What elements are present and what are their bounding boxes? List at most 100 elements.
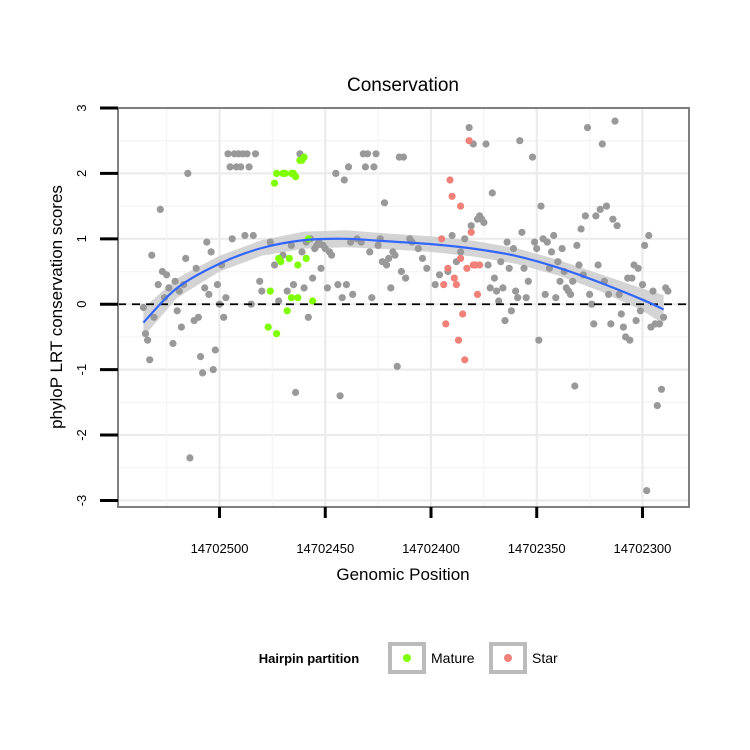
data-point-other <box>304 313 312 321</box>
data-point-other <box>414 245 422 253</box>
data-point-other <box>148 251 156 259</box>
data-point-other <box>638 281 647 289</box>
data-point-other <box>554 258 562 266</box>
x-tick-label: 14702350 <box>508 541 566 556</box>
data-point-star <box>463 264 471 272</box>
data-point-other <box>664 287 672 295</box>
points-layer <box>139 117 672 495</box>
data-point-other <box>607 320 615 328</box>
x-axis-label: Genomic Position <box>336 565 469 584</box>
data-point-other <box>634 264 642 272</box>
data-point-star <box>438 235 446 243</box>
data-point-other <box>457 248 465 256</box>
smooth-band-layer <box>143 230 664 337</box>
data-point-other <box>465 124 473 132</box>
data-point-other <box>173 307 181 315</box>
data-point-other <box>336 392 344 400</box>
data-point-other <box>199 369 207 377</box>
x-tick-label: 14702300 <box>614 541 672 556</box>
data-point-other <box>609 215 617 223</box>
data-point-other <box>569 277 577 285</box>
legend-title: Hairpin partition <box>259 651 359 666</box>
data-point-other <box>575 261 583 269</box>
data-point-other <box>328 251 336 259</box>
data-point-other <box>300 284 308 292</box>
data-point-mature <box>264 323 272 331</box>
data-point-other <box>144 336 152 344</box>
data-point-other <box>171 277 179 285</box>
data-point-other <box>374 241 382 249</box>
data-point-other <box>583 124 592 132</box>
data-point-other <box>435 271 444 279</box>
data-point-other <box>222 294 230 302</box>
data-point-other <box>266 238 274 246</box>
data-point-star <box>440 281 448 289</box>
data-point-other <box>514 294 522 302</box>
data-point-other <box>611 117 619 125</box>
data-point-other <box>480 218 488 227</box>
y-tick-label: 0 <box>74 301 89 308</box>
data-point-other <box>139 303 147 312</box>
data-point-other <box>461 235 469 243</box>
data-point-other <box>547 248 556 256</box>
data-point-other <box>628 274 636 282</box>
data-point-mature <box>273 330 281 338</box>
x-tick-label: 14702450 <box>296 541 354 556</box>
data-point-other <box>643 487 651 495</box>
data-point-other <box>653 402 661 410</box>
data-point-other <box>169 339 177 348</box>
data-point-other <box>349 290 357 298</box>
data-point-other <box>154 281 162 289</box>
data-point-other <box>160 294 169 302</box>
data-point-other <box>275 297 283 305</box>
data-point-other <box>241 231 249 240</box>
data-point-other <box>615 290 623 298</box>
data-point-other <box>226 163 234 171</box>
confidence-band <box>143 230 664 337</box>
chart-title: Conservation <box>347 75 459 96</box>
data-point-other <box>613 222 621 230</box>
data-point-other <box>522 294 530 302</box>
data-point-other <box>528 153 537 161</box>
x-axis: 14702500 14702450 14702400 14702350 14702300 <box>191 507 672 556</box>
data-point-other <box>287 241 295 249</box>
data-point-other <box>258 287 266 295</box>
data-point-other <box>573 241 581 249</box>
data-point-other <box>383 261 391 269</box>
y-tick-label: 1 <box>74 235 89 242</box>
data-point-other <box>156 205 164 213</box>
data-point-other <box>213 281 221 289</box>
data-point-other <box>361 163 369 171</box>
legend-item-star: Star <box>489 642 558 674</box>
data-point-star <box>444 264 452 272</box>
data-point-other <box>368 294 376 302</box>
data-point-other <box>602 202 611 210</box>
data-point-other <box>577 225 585 233</box>
data-point-other <box>317 264 325 272</box>
data-point-star <box>465 137 473 145</box>
data-point-other <box>192 264 200 272</box>
data-point-other <box>203 238 211 246</box>
data-point-other <box>340 176 348 184</box>
data-point-other <box>150 313 158 321</box>
smooth-line <box>142 237 665 324</box>
data-point-mature <box>287 294 295 302</box>
data-point-other <box>256 277 264 285</box>
data-point-other <box>505 264 513 272</box>
data-point-other <box>490 274 498 282</box>
data-point-other <box>486 284 494 292</box>
data-point-other <box>201 284 209 292</box>
data-point-other <box>499 284 507 292</box>
data-point-other <box>332 169 340 177</box>
data-point-other <box>567 290 575 298</box>
data-point-star <box>442 320 450 328</box>
data-point-other <box>363 150 372 158</box>
data-point-other <box>184 169 192 177</box>
data-point-mature <box>273 169 281 177</box>
data-point-other <box>535 336 543 344</box>
data-point-other <box>309 274 317 282</box>
legend-dot-mature <box>403 654 411 662</box>
data-point-mature <box>300 153 308 161</box>
plot-panel <box>118 108 689 507</box>
data-point-other <box>497 258 505 266</box>
